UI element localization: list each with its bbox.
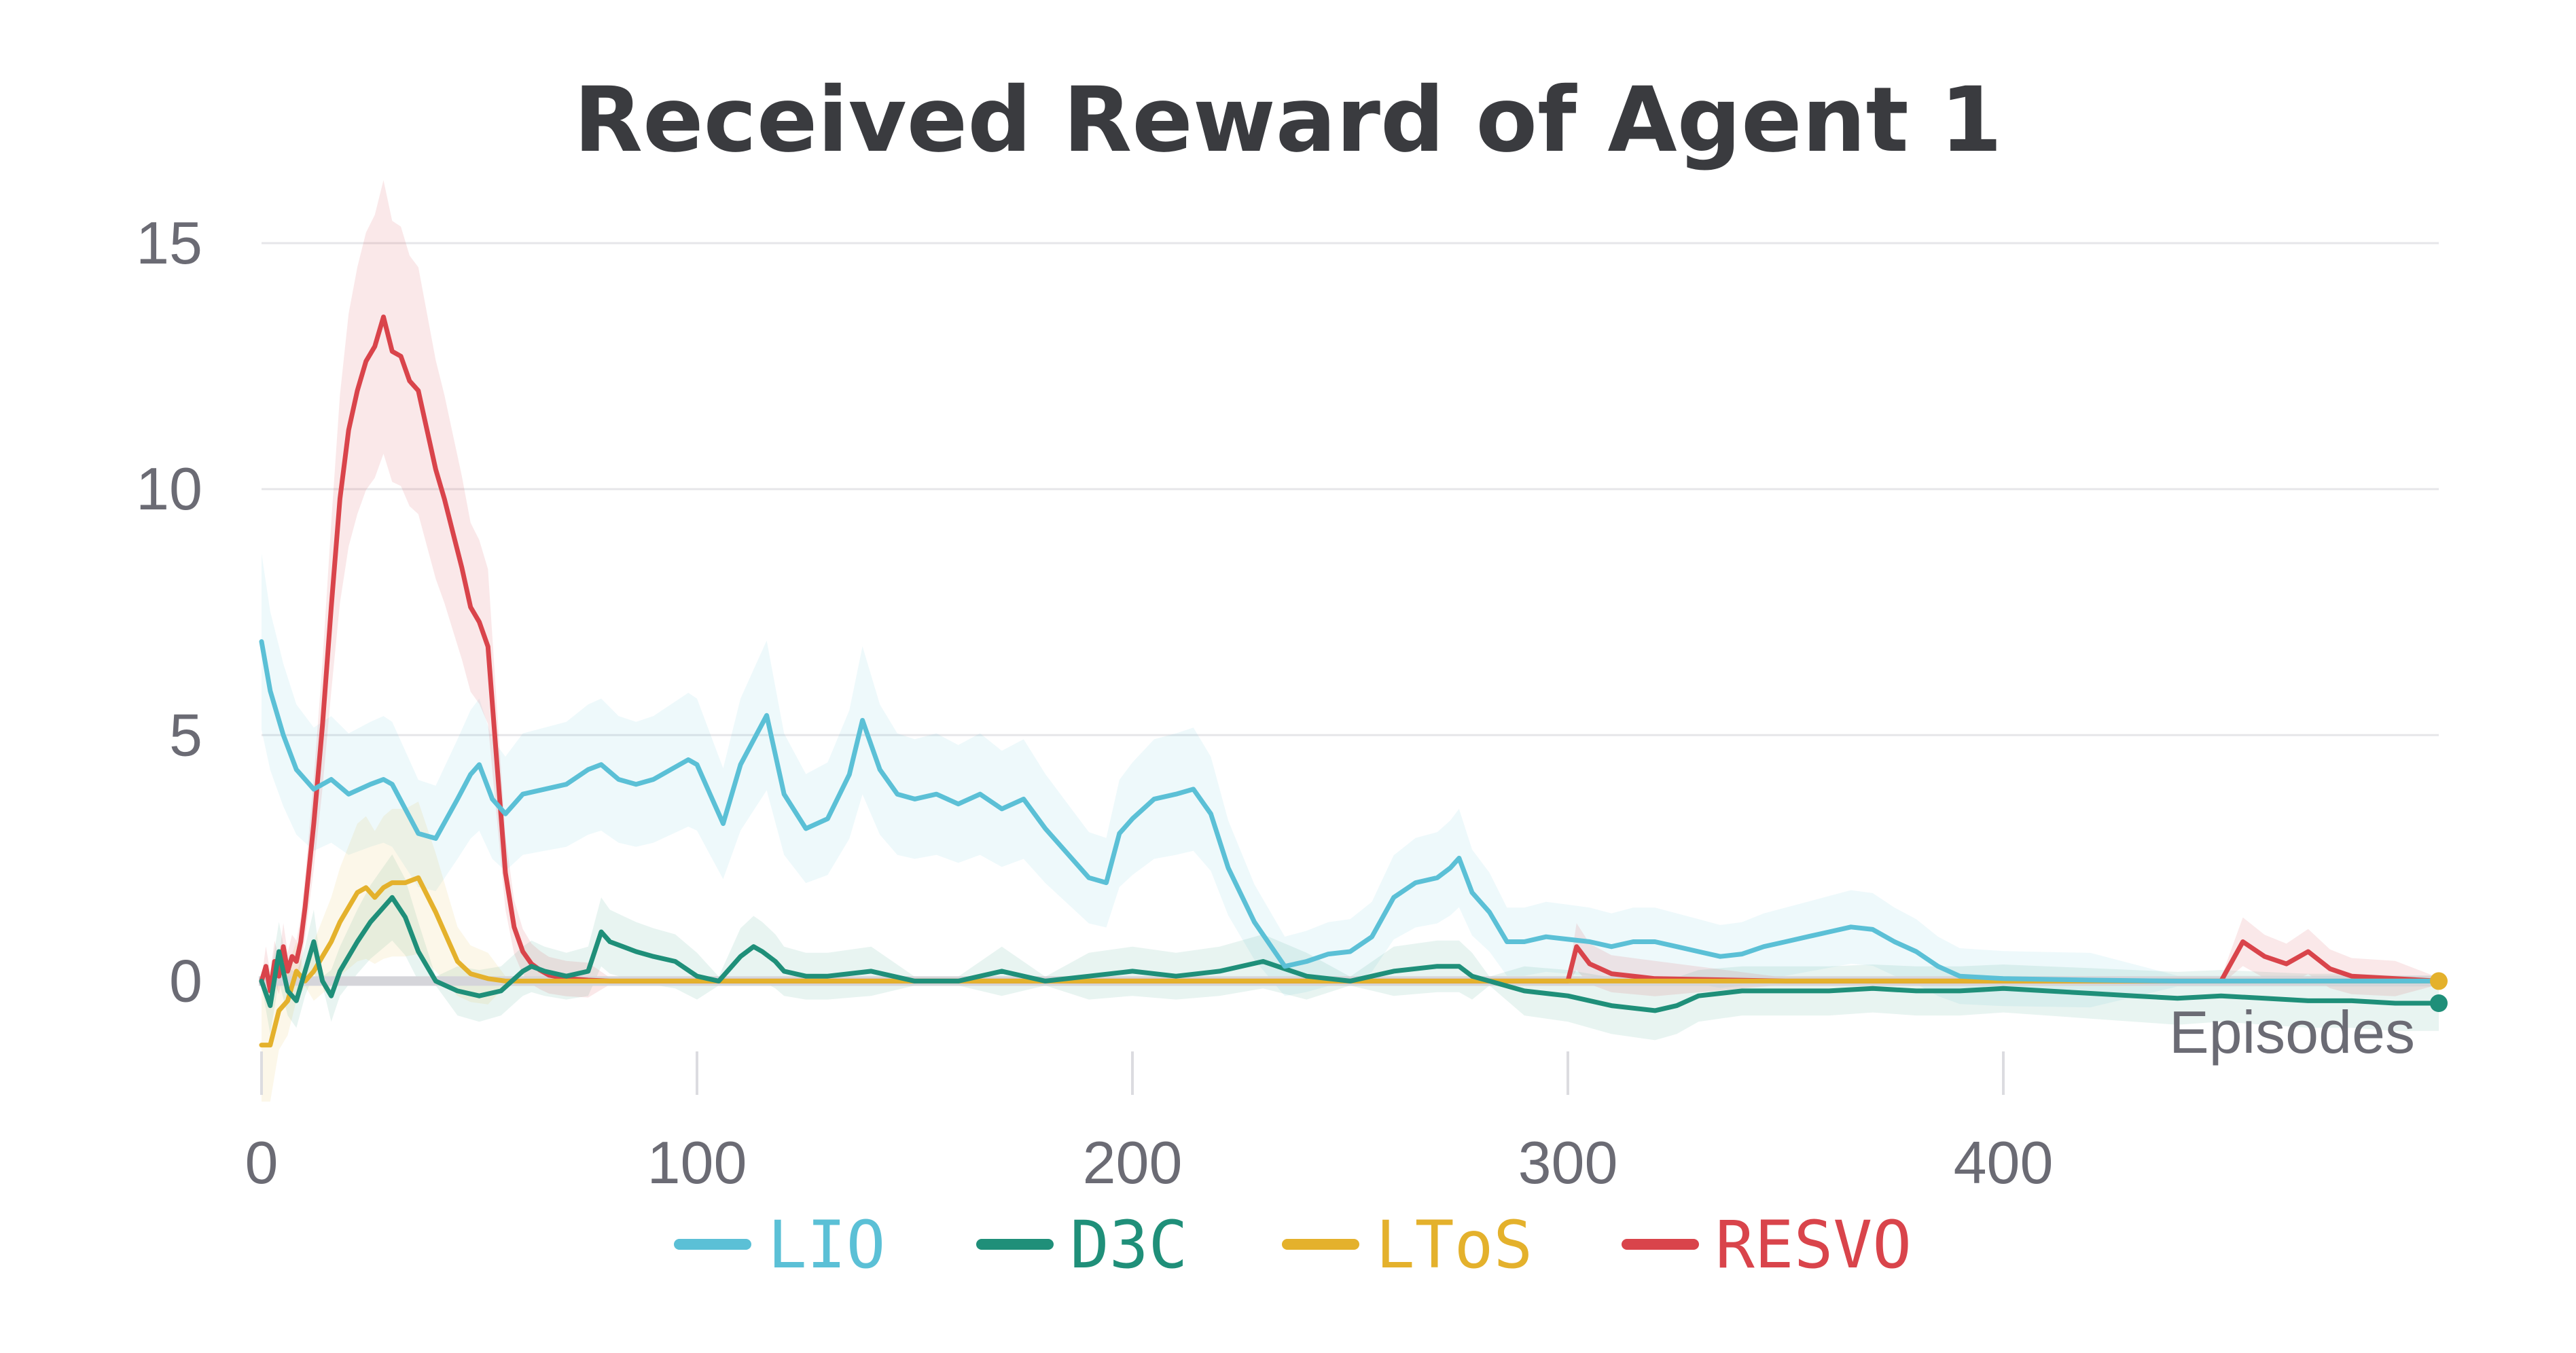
series-line-lio (259, 639, 2441, 984)
x-tick-label: 300 (1518, 1129, 1618, 1196)
band-d3c (262, 854, 2439, 1041)
legend-label: LToS (1376, 1207, 1533, 1283)
legend: LIO D3C LToS RESVO (674, 1207, 1912, 1283)
x-tick-label: 0 (245, 1129, 279, 1196)
series-line-d3c (259, 895, 2441, 1013)
x-axis-label: Episodes (2169, 998, 2415, 1066)
y-tick-label: 10 (136, 455, 202, 522)
y-tick-labels: 0 5 10 15 (136, 209, 202, 1014)
grid-lines (262, 242, 2439, 736)
x-tick-label: 100 (647, 1129, 747, 1196)
y-tick-label: 15 (136, 209, 202, 276)
series-lines (259, 314, 2448, 1048)
legend-item-resvo: RESVO (1622, 1207, 1912, 1283)
confidence-bands (262, 180, 2439, 1102)
band-resvo (262, 180, 2439, 1010)
legend-item-ltos: LToS (1282, 1207, 1533, 1283)
series-end-marker-d3c (2430, 994, 2448, 1013)
series-line-resvo (259, 314, 2441, 994)
legend-item-lio: LIO (674, 1207, 885, 1283)
chart-title: Received Reward of Agent 1 (573, 68, 2002, 173)
y-tick-label: 5 (169, 701, 202, 768)
series-line-ltos (259, 875, 2441, 1048)
band-lio (262, 553, 2439, 1008)
series-end-marker-ltos (2430, 972, 2448, 990)
y-tick-label: 0 (169, 947, 202, 1014)
x-tick-label: 200 (1083, 1129, 1183, 1196)
legend-label: LIO (768, 1207, 885, 1283)
x-tick-labels: 0 100 200 300 400 (245, 1129, 2054, 1196)
legend-label: D3C (1070, 1207, 1187, 1283)
x-tick-label: 400 (1954, 1129, 2054, 1196)
legend-item-d3c: D3C (976, 1207, 1187, 1283)
legend-label: RESVO (1715, 1207, 1912, 1283)
